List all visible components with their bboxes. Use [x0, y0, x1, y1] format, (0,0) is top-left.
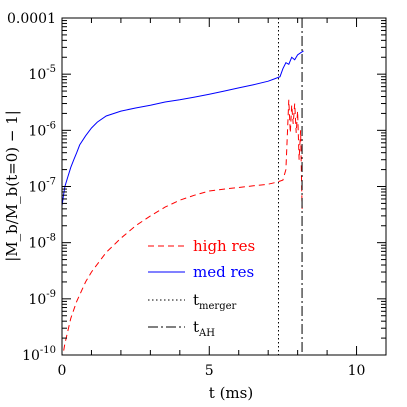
series-line-med-res: [62, 50, 304, 207]
x-tick-label: 10: [348, 363, 366, 379]
y-axis-title: |M_b/M_b(t=0) − 1|: [3, 110, 21, 262]
legend-label: tmerger: [193, 291, 237, 312]
y-tick-label: 10-5: [28, 64, 56, 83]
y-tick-label: 10-10: [22, 345, 56, 364]
series-layer: [62, 50, 304, 355]
axes-layer: 0 5 10 0.0001 10-5 10-6 10-7 10-8 10-9 10-10: [7, 11, 387, 379]
x-tick-label: 0: [58, 363, 67, 379]
legend: high res med res tmerger tAH: [148, 237, 255, 339]
y-tick-label: 10-8: [28, 233, 56, 252]
y-tick-label: 10-9: [28, 289, 56, 308]
vline-layer: [277, 18, 303, 355]
y-tick-label: 10-7: [28, 177, 56, 196]
x-tick-label: 5: [205, 363, 214, 379]
y-tick-label: 0.0001: [7, 11, 56, 27]
series-line-high-res: [62, 99, 303, 355]
legend-label: tAH: [193, 318, 215, 339]
x-axis-title: t (ms): [209, 384, 253, 402]
legend-label: med res: [193, 263, 254, 281]
legend-label: high res: [193, 237, 255, 255]
y-tick-label: 10-6: [28, 120, 56, 139]
